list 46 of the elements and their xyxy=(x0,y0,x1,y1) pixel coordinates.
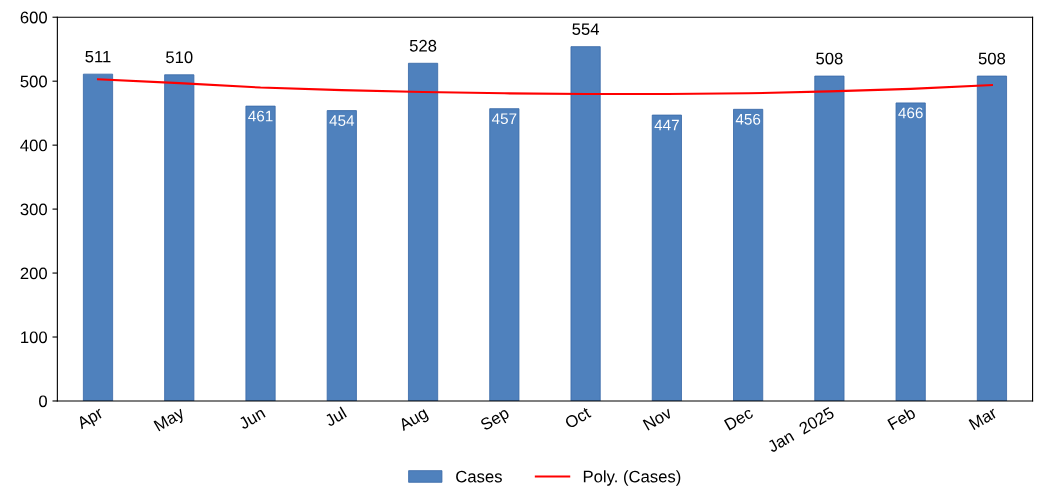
data-label: 466 xyxy=(898,107,923,119)
bar xyxy=(489,108,520,401)
x-tick-label: Feb xyxy=(886,406,917,431)
x-tick-label: Jun xyxy=(237,406,266,430)
bar xyxy=(895,102,926,401)
bar xyxy=(570,46,601,401)
data-label: 508 xyxy=(978,52,1006,65)
x-tick-label: Oct xyxy=(564,406,592,430)
data-label: 447 xyxy=(654,119,679,131)
bar xyxy=(82,73,114,401)
y-tick-label: 300 xyxy=(20,203,47,216)
legend-label: Poly. (Cases) xyxy=(583,470,681,486)
data-label: 510 xyxy=(166,51,193,64)
data-label: 454 xyxy=(329,115,355,126)
data-label: 554 xyxy=(572,23,600,36)
bar xyxy=(164,74,195,401)
bar xyxy=(976,75,1007,401)
x-tick-label: Dec xyxy=(723,406,754,431)
x-tick-label: Nov xyxy=(642,406,673,431)
data-label: 528 xyxy=(409,39,437,52)
data-label: 511 xyxy=(85,50,111,63)
line-series xyxy=(96,78,993,96)
x-tick-label: Apr xyxy=(75,406,106,433)
y-tick-label: 500 xyxy=(20,75,47,88)
legend-label: Cases xyxy=(456,470,502,483)
bar xyxy=(733,108,764,401)
bar xyxy=(326,110,357,401)
x-tick-label: Jul xyxy=(323,406,347,427)
data-label: 461 xyxy=(248,110,273,122)
y-tick-label: 100 xyxy=(21,331,47,344)
x-tick-label: Aug xyxy=(397,406,430,435)
y-tick-label: 600 xyxy=(20,11,47,24)
x-tick-label: May xyxy=(153,406,188,435)
data-label: 456 xyxy=(735,113,761,125)
bar xyxy=(245,105,276,401)
data-label: 508 xyxy=(816,52,843,65)
x-tick-label: Jan 2025 xyxy=(766,406,835,453)
bar xyxy=(651,114,682,401)
bar xyxy=(814,75,845,401)
x-tick-label: Sep xyxy=(479,406,512,434)
bar xyxy=(408,62,439,401)
y-tick-label: 0 xyxy=(39,395,47,408)
y-tick-label: 400 xyxy=(20,139,47,152)
data-label: 457 xyxy=(491,113,517,125)
x-tick-label: Mar xyxy=(968,406,998,431)
y-tick-label: 200 xyxy=(20,267,47,280)
